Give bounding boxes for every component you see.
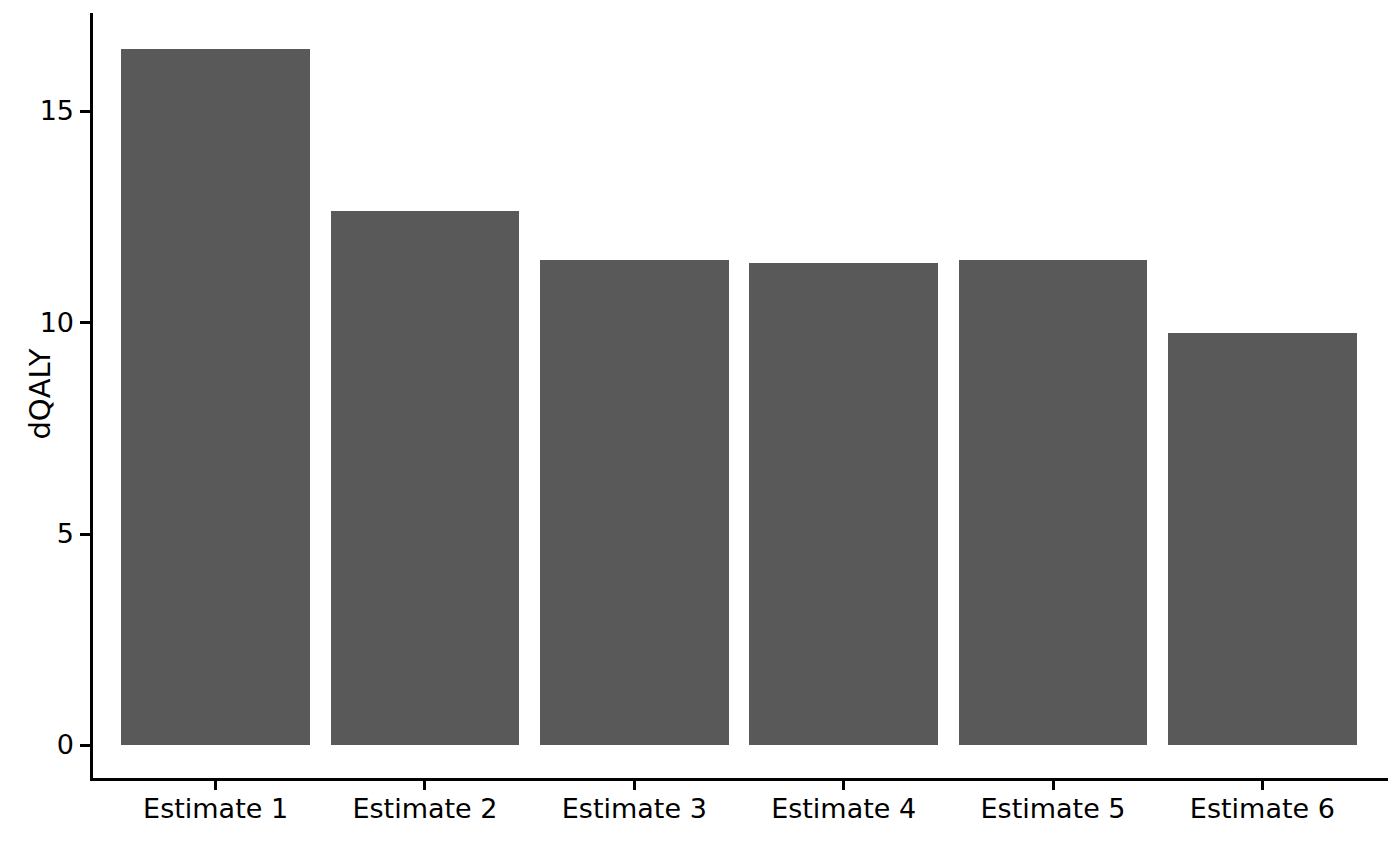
y-tick-label: 0	[0, 729, 74, 761]
y-tick-mark	[80, 744, 90, 747]
y-axis-title: dQALY	[23, 348, 57, 439]
y-axis-line	[90, 13, 93, 781]
bar-estimate-4	[749, 263, 937, 745]
x-tick-label: Estimate 3	[524, 793, 744, 825]
bar-estimate-3	[540, 260, 728, 745]
x-tick-mark	[633, 781, 636, 790]
x-tick-mark	[1052, 781, 1055, 790]
bar-estimate-5	[959, 260, 1147, 745]
x-tick-mark	[423, 781, 426, 790]
x-axis-line	[90, 778, 1388, 781]
x-tick-label: Estimate 5	[943, 793, 1163, 825]
x-tick-mark	[214, 781, 217, 790]
plot-area	[90, 13, 1388, 781]
y-tick-label: 10	[0, 307, 74, 339]
x-tick-mark	[1261, 781, 1264, 790]
y-tick-mark	[80, 533, 90, 536]
bar-chart-figure: dQALY 051015 Estimate 1Estimate 2Estimat…	[0, 0, 1400, 865]
x-tick-label: Estimate 2	[315, 793, 535, 825]
x-tick-label: Estimate 4	[734, 793, 954, 825]
y-tick-label: 15	[0, 95, 74, 127]
y-tick-label: 5	[0, 518, 74, 550]
bar-estimate-6	[1168, 333, 1356, 745]
x-tick-label: Estimate 6	[1152, 793, 1372, 825]
x-tick-mark	[842, 781, 845, 790]
bar-estimate-1	[121, 49, 309, 745]
x-tick-label: Estimate 1	[106, 793, 326, 825]
y-tick-mark	[80, 321, 90, 324]
y-tick-mark	[80, 110, 90, 113]
bar-estimate-2	[331, 211, 519, 745]
